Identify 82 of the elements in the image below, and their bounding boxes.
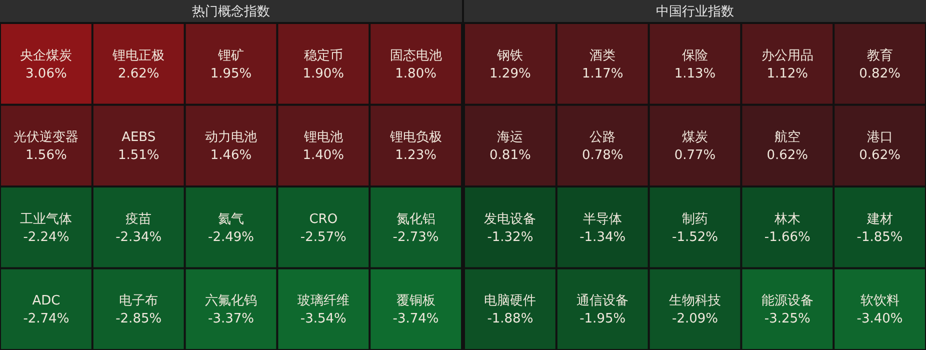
data-label: 1.56%: [26, 148, 67, 164]
data-label: 2.62%: [118, 66, 160, 82]
data-label: 1.80%: [395, 66, 436, 82]
data-label: -2.73%: [392, 230, 439, 245]
data-label: 1.23%: [395, 148, 436, 164]
category-label: 建材: [866, 212, 893, 227]
category-label: ADC: [32, 294, 60, 309]
category-label: 动力电池: [205, 130, 257, 146]
data-label: -3.37%: [208, 312, 254, 327]
data-label: 1.29%: [490, 66, 531, 82]
data-label: 0.62%: [859, 148, 900, 164]
category-label: 玻璃纤维: [297, 294, 350, 309]
data-label: 0.62%: [766, 148, 808, 164]
data-label: 0.82%: [859, 66, 900, 82]
data-label: 0.78%: [582, 148, 624, 164]
category-label: 氮化铝: [396, 212, 436, 227]
data-label: -3.25%: [764, 312, 810, 327]
category-label: 锂电正极: [112, 48, 165, 64]
category-label: 光伏逆变器: [14, 130, 79, 146]
category-label: 固态电池: [390, 48, 442, 64]
category-label: 氦气: [218, 212, 244, 227]
category-label: 生物科技: [669, 294, 721, 309]
data-label: 1.51%: [118, 148, 160, 164]
data-label: 1.90%: [302, 66, 344, 82]
data-label: -2.24%: [23, 230, 70, 245]
category-label: 办公用品: [761, 48, 814, 64]
data-label: -1.95%: [580, 312, 626, 327]
category-label: 林木: [773, 212, 800, 227]
data-label: 1.12%: [766, 66, 808, 82]
data-label: -3.40%: [856, 312, 903, 327]
data-label: -1.66%: [764, 230, 810, 245]
category-label: 半导体: [583, 212, 622, 227]
category-label: CRO: [309, 212, 338, 227]
data-label: -3.74%: [392, 312, 439, 327]
category-label: 煤炭: [682, 130, 708, 146]
data-label: -2.34%: [116, 230, 162, 245]
category-label: 制药: [682, 212, 708, 227]
data-label: -1.52%: [672, 230, 718, 245]
data-label: -2.09%: [672, 312, 718, 327]
category-label: 公路: [590, 130, 616, 146]
category-label: 覆铜板: [396, 294, 436, 309]
category-label: 稳定币: [304, 48, 343, 64]
category-label: 发电设备: [484, 212, 536, 227]
data-label: 1.17%: [582, 66, 624, 82]
data-label: 0.81%: [490, 148, 531, 164]
category-label: 疫苗: [126, 212, 152, 227]
data-label: 1.95%: [210, 66, 252, 82]
data-label: 3.06%: [26, 66, 67, 82]
data-label: -2.74%: [23, 312, 70, 327]
data-label: 1.46%: [210, 148, 252, 164]
category-label: 锂电池: [302, 130, 343, 146]
text: 中国行业指数: [656, 4, 734, 20]
data-label: 1.13%: [674, 66, 716, 82]
category-label: AEBS: [122, 130, 156, 146]
data-label: -1.34%: [580, 230, 626, 245]
category-label: 港口: [866, 130, 893, 146]
category-label: 锂电负极: [388, 130, 442, 146]
data-label: 1.40%: [302, 148, 344, 164]
data-label: -2.49%: [208, 230, 254, 245]
data-label: 0.77%: [674, 148, 716, 164]
category-label: 酒类: [590, 48, 616, 64]
data-label: -2.85%: [116, 312, 162, 327]
category-label: 锂矿: [217, 48, 244, 64]
data-label: -1.85%: [856, 230, 903, 245]
category-label: 工业气体: [20, 212, 72, 227]
category-label: 六氟化钨: [205, 294, 257, 309]
data-label: -1.88%: [487, 312, 534, 327]
category-label: 航空: [774, 130, 800, 146]
category-label: 钢铁: [496, 48, 524, 64]
data-label: -2.57%: [300, 230, 346, 245]
data-label: -1.32%: [487, 230, 534, 245]
category-label: 能源设备: [761, 294, 814, 309]
category-label: 央企煤炭: [20, 48, 72, 64]
data-label: -3.54%: [300, 312, 346, 327]
category-label: 软饮料: [860, 294, 900, 309]
text: 热门概念指数: [192, 4, 270, 20]
category-label: 保险: [682, 48, 708, 64]
category-label: 教育: [866, 47, 893, 64]
category-label: 通信设备: [576, 294, 629, 309]
category-label: 电子布: [119, 294, 158, 309]
category-label: 电脑硬件: [484, 294, 536, 309]
category-label: 海运: [497, 130, 524, 146]
